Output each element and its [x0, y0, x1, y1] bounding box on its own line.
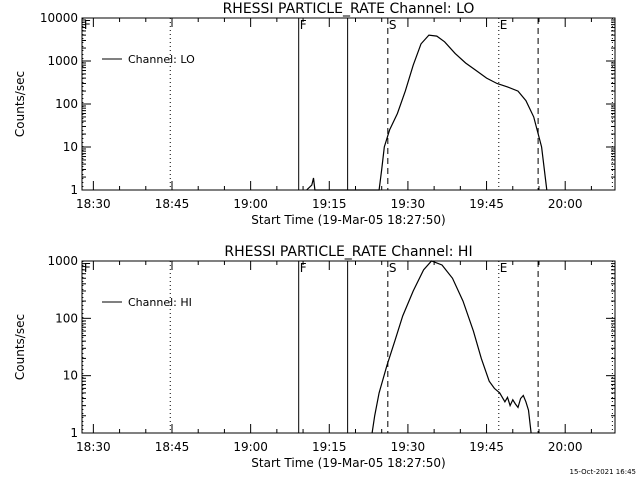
chart-title: RHESSI PARTICLE_RATE Channel: LO	[223, 1, 475, 17]
plot-frame	[81, 260, 616, 434]
y-tick-label: 1	[70, 183, 78, 197]
footer-timestamp: 15-Oct-2021 16:45	[570, 468, 636, 476]
x-tick-label: 19:00	[233, 197, 268, 211]
y-axis-label: Counts/sec	[13, 71, 27, 137]
y-tick-label: 1	[70, 426, 78, 440]
event-marker-label: E	[500, 18, 508, 32]
y-tick-label: 10	[63, 140, 78, 154]
chart-title: RHESSI PARTICLE_RATE Channel: HI	[224, 244, 472, 260]
x-tick-label: 19:45	[469, 440, 504, 454]
event-marker-label: F	[300, 18, 307, 32]
y-tick-label: 10	[63, 369, 78, 383]
series-line	[306, 34, 548, 191]
x-tick-label: 19:45	[469, 197, 504, 211]
series-line	[371, 260, 532, 434]
panel-lo-channel: RHESSI PARTICLE_RATE Channel: LO Counts/s…	[13, 1, 616, 227]
x-tick-label: 18:30	[76, 440, 111, 454]
event-marker-label: S	[389, 18, 397, 32]
x-tick-label: 19:30	[391, 197, 426, 211]
event-marker-label: E	[500, 261, 508, 275]
x-tick-label: 19:00	[233, 440, 268, 454]
y-axis-label: Counts/sec	[13, 314, 27, 380]
x-axis-label: Start Time (19-Mar-05 18:27:50)	[251, 456, 445, 470]
legend-entry: Channel: LO	[128, 53, 195, 66]
x-tick-label: 18:30	[76, 197, 111, 211]
event-marker-label: F	[300, 261, 307, 275]
panel-hi-channel: RHESSI PARTICLE_RATE Channel: HI Counts/s…	[13, 244, 616, 470]
x-tick-label: 18:45	[155, 440, 190, 454]
y-tick-label: 100	[55, 311, 78, 325]
event-marker-label: S	[389, 261, 397, 275]
legend-entry: Channel: HI	[128, 296, 192, 309]
y-tick-label: 100	[55, 97, 78, 111]
y-tick-label: 1000	[47, 54, 78, 68]
x-tick-label: 19:15	[312, 440, 347, 454]
y-tick-label: 1000	[47, 254, 78, 268]
y-tick-label: 10000	[40, 11, 78, 25]
x-tick-label: 20:00	[548, 197, 583, 211]
x-tick-label: 20:00	[548, 440, 583, 454]
plot-frame	[81, 17, 616, 191]
x-tick-label: 19:15	[312, 197, 347, 211]
event-marker-label: F	[84, 18, 91, 32]
x-tick-label: 19:30	[391, 440, 426, 454]
x-axis-label: Start Time (19-Mar-05 18:27:50)	[251, 213, 445, 227]
x-tick-label: 18:45	[155, 197, 190, 211]
event-marker-label: F	[84, 261, 91, 275]
